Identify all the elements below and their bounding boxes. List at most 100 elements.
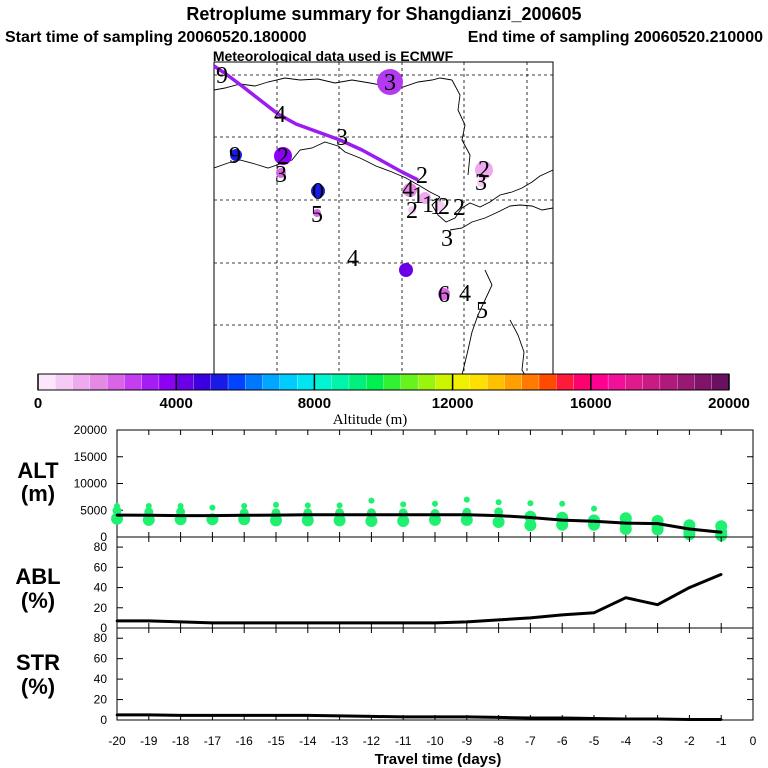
colorbar-cell: [193, 373, 212, 391]
colorbar-cell: [469, 373, 488, 391]
colorbar-cell: [607, 373, 626, 391]
panel-title: ALT: [17, 458, 59, 483]
colorbar-cell: [521, 373, 540, 391]
plume-dot: [313, 209, 321, 217]
y-tick-label: 20000: [74, 423, 108, 437]
plume-dot: [408, 206, 416, 214]
x-tick-label: -13: [331, 734, 349, 748]
scatter-point: [397, 515, 410, 527]
colorbar-cell: [296, 373, 315, 391]
x-tick-label: -2: [684, 734, 695, 748]
series-point: [497, 716, 500, 719]
colorbar-cell: [314, 373, 333, 391]
colorbar-cell: [452, 373, 471, 391]
colorbar-tick-label: 12000: [432, 395, 474, 412]
series-point: [401, 621, 405, 625]
series-point: [560, 613, 564, 617]
end-time-label: End time of sampling 20060520.210000: [468, 29, 763, 46]
colorbar-cell: [245, 373, 264, 391]
series-line-abl: [117, 573, 722, 625]
colorbar-tick-label: 0: [34, 395, 42, 412]
colorbar-tick-label: 20000: [708, 395, 750, 412]
panel-title: STR: [16, 650, 60, 675]
scatter-point: [333, 514, 346, 527]
colorbar-cell: [486, 373, 505, 391]
colorbar-cell: [141, 373, 160, 391]
x-tick-label: -4: [620, 734, 631, 748]
scatter-point: [336, 502, 343, 509]
colorbar-cell: [262, 373, 281, 391]
colorbar-cell: [366, 373, 385, 391]
series-point: [147, 713, 151, 717]
series-point: [147, 619, 151, 623]
colorbar-cell: [642, 373, 661, 391]
series-point: [624, 596, 628, 599]
series-line-str: [117, 713, 722, 721]
x-tick-label: -16: [236, 734, 254, 748]
series-point: [560, 716, 564, 720]
series-point: [370, 621, 373, 625]
series-point: [688, 586, 691, 589]
plume-dots: [230, 69, 493, 300]
colorbar-cell: [331, 373, 350, 391]
day-label: 1: [412, 183, 424, 209]
scatter-point: [301, 514, 314, 527]
plume-dot: [403, 183, 417, 197]
x-tick-label: -12: [363, 734, 381, 748]
series-point: [497, 514, 500, 517]
day-label: 2: [453, 195, 465, 221]
x-axis: -20 -19 -18 -17 -16 -15 -14 -13 -12 -11 -10 -9 -8 -7-…: [108, 734, 756, 748]
day-label: 3: [384, 70, 396, 96]
series-point: [211, 714, 214, 717]
series-point: [274, 714, 278, 717]
series-point: [242, 714, 246, 717]
x-tick-label: -8: [493, 734, 504, 748]
y-tick-label: 80: [94, 631, 108, 645]
scatter-point: [273, 501, 279, 508]
scatter-point: [492, 516, 505, 528]
series-point: [688, 718, 691, 721]
day-label: 4: [347, 246, 359, 272]
x-tick-label: -14: [299, 734, 317, 748]
scatter-point: [527, 500, 534, 507]
scatter-point: [619, 523, 632, 535]
scatter-point: [365, 515, 378, 527]
series-point: [338, 714, 341, 718]
plume-dot: [475, 161, 493, 179]
series-point: [211, 514, 214, 517]
plume-dot: [399, 263, 413, 277]
colorbar-cell: [417, 373, 436, 391]
y-tick-label: 60: [94, 560, 108, 574]
series-point: [306, 621, 310, 625]
plume-dot: [230, 149, 242, 161]
colorbar-tick-label: 4000: [160, 395, 193, 412]
scatter-point: [651, 523, 664, 536]
map-panel: 9 4 3 2 3 9 2 3 0 5 4 1 2 1 1 2 2 2 3 4 …: [213, 61, 554, 376]
x-tick-label: -1: [716, 734, 727, 748]
colorbar-cell: [55, 373, 74, 391]
plume-dot: [377, 69, 403, 95]
x-tick-label: -3: [652, 734, 663, 748]
day-label: 3: [475, 170, 487, 196]
day-label: 9: [216, 63, 228, 89]
colorbar: 0 4000 8000 12000 16000 20000 Altitude (m): [34, 373, 750, 428]
x-tick-label: -19: [140, 734, 158, 748]
series-point: [656, 717, 659, 721]
colorbar-label: Altitude (m): [333, 412, 408, 428]
time-series-panels: 05000100001500020000ALT(m)020406080ABL(%…: [15, 423, 754, 727]
x-tick-label: -6: [557, 734, 568, 748]
panel-y-label: (%): [21, 674, 55, 699]
series-point: [719, 573, 723, 576]
x-tick-label: -18: [172, 734, 190, 748]
y-tick-label: 15000: [74, 450, 108, 464]
series-point: [338, 621, 341, 625]
series-point: [211, 621, 214, 625]
panel-str: 0 20 40 60 80 STR(%): [16, 627, 754, 727]
series-point: [465, 715, 469, 719]
x-tick-label: -10: [426, 734, 444, 748]
y-tick-label: 60: [94, 652, 108, 666]
series-point: [529, 716, 532, 720]
x-tick-label: -7: [525, 734, 536, 748]
y-tick-label: 80: [94, 540, 108, 554]
